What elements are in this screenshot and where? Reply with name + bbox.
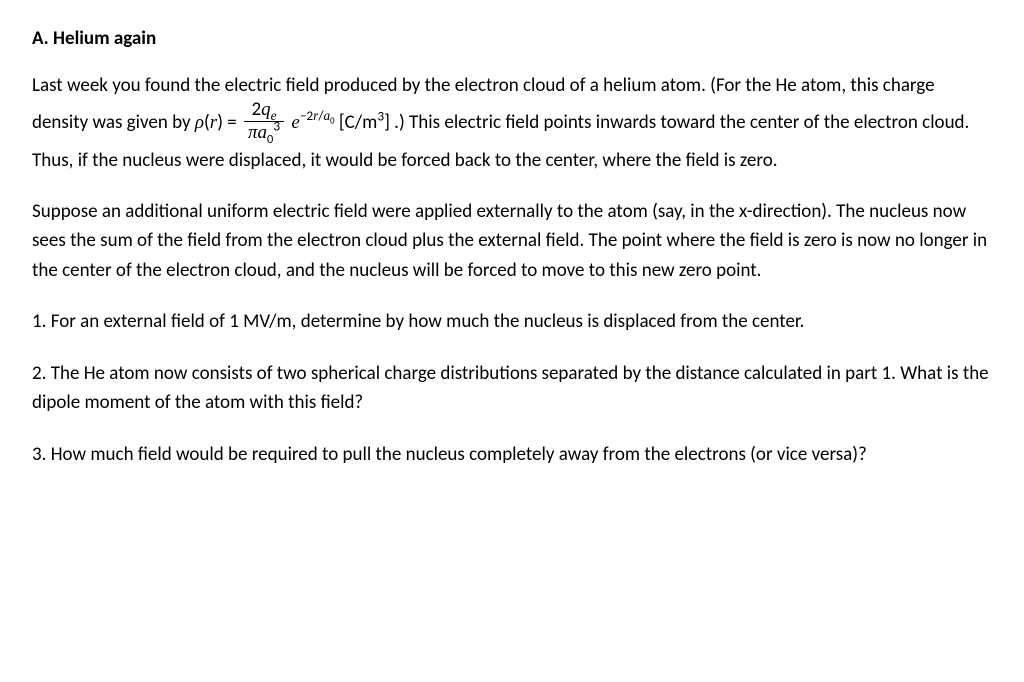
rho-symbol: ρ bbox=[195, 112, 204, 133]
e-base: e bbox=[291, 112, 299, 133]
q-var: q bbox=[261, 99, 271, 120]
exponent: −2r/a0 bbox=[300, 107, 335, 124]
fraction: 2qe πa03 bbox=[244, 99, 284, 144]
num-2: 2 bbox=[252, 98, 262, 121]
exp-minus-2: −2 bbox=[300, 107, 313, 124]
question-2: 2. The He atom now consists of two spher… bbox=[32, 359, 992, 418]
paragraph-setup: Suppose an additional uniform electric f… bbox=[32, 197, 992, 285]
a-cubed: 3 bbox=[273, 117, 280, 134]
question-1: 1. For an external field of 1 MV/m, dete… bbox=[32, 307, 992, 336]
pi-symbol: π bbox=[248, 122, 258, 143]
question-3: 3. How much field would be required to p… bbox=[32, 440, 992, 469]
fraction-denominator: πa03 bbox=[244, 122, 284, 144]
a-var: a bbox=[258, 122, 268, 143]
paragraph-intro: Last week you found the electric field p… bbox=[32, 71, 992, 175]
section-heading: A. Helium again bbox=[32, 24, 992, 53]
eq-sign: = bbox=[223, 111, 241, 134]
exp-a-sub-0: 0 bbox=[330, 117, 334, 127]
units-open: [C/m bbox=[339, 111, 377, 134]
r-var: r bbox=[210, 112, 217, 133]
